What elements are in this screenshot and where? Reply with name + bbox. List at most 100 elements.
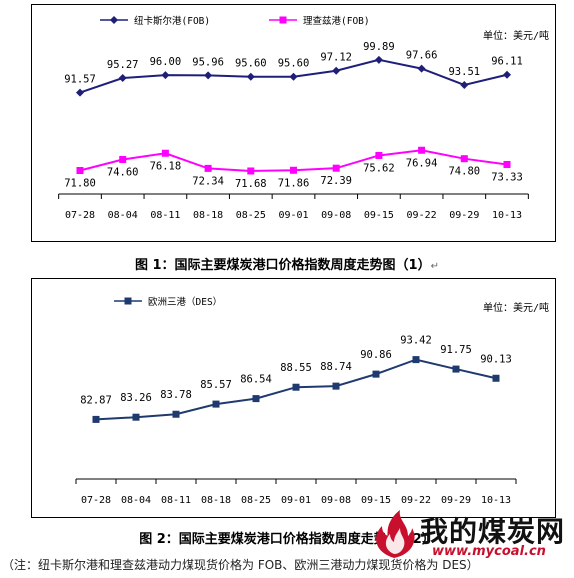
x-tick-label: 08-25: [241, 495, 271, 506]
chart-2-caption: 图 2：国际主要煤炭港口价格指数周度走势图（2）: [139, 532, 435, 547]
data-point: [172, 410, 180, 418]
x-tick-label: 09-22: [407, 210, 437, 221]
data-label: 97.66: [406, 50, 438, 62]
legend-marker: [110, 16, 118, 24]
data-point: [92, 415, 100, 423]
data-label: 93.51: [448, 66, 480, 78]
data-point: [161, 149, 169, 157]
data-point: [492, 374, 500, 382]
data-point: [374, 55, 383, 64]
data-point: [503, 70, 511, 79]
legend-label: 理查兹港(FOB): [303, 15, 370, 27]
x-tick-label: 08-04: [121, 495, 151, 506]
data-point: [332, 164, 340, 172]
data-point: [204, 71, 213, 80]
data-point: [118, 74, 127, 83]
unit-label: 单位：美元/吨: [483, 301, 549, 314]
data-point: [460, 80, 469, 89]
x-tick-label: 09-22: [401, 495, 431, 506]
data-label: 71.80: [64, 178, 96, 190]
chart-1-caption: 图 1：国际主要煤炭港口价格指数周度走势图（1）↵: [134, 258, 439, 273]
data-label: 74.60: [107, 166, 139, 178]
data-point: [204, 164, 212, 172]
x-tick-label: 07-28: [81, 495, 111, 506]
watermark-url: www.mycoal.cn: [432, 544, 546, 559]
legend-marker: [279, 16, 287, 24]
data-label: 85.57: [200, 379, 232, 391]
x-tick-label: 08-18: [193, 210, 223, 221]
data-label: 96.11: [491, 56, 523, 68]
watermark-logo: 我的煤炭网 www.mycoal.cn: [368, 508, 568, 564]
data-point: [332, 382, 340, 390]
chart-panel-2: 07-28 08-04 08-11 08-18 08-25 09-01 09-08 09-15…: [31, 278, 556, 518]
unit-label: 单位：美元/吨: [483, 29, 549, 42]
watermark-title: 我的煤炭网: [420, 515, 566, 548]
flame-icon: [376, 510, 415, 558]
chart-2-svg: 07-28 08-04 08-11 08-18 08-25 09-01 09-08 09-15…: [75, 296, 549, 506]
data-label: 93.42: [400, 335, 432, 347]
data-label: 99.89: [363, 41, 395, 53]
data-label: 73.33: [491, 171, 523, 183]
x-tick-label: 08-25: [236, 210, 266, 221]
x-tick-label: 09-29: [441, 495, 471, 506]
data-point: [289, 72, 298, 81]
x-tick-label: 09-08: [321, 210, 351, 221]
data-point: [212, 400, 220, 408]
data-point: [332, 66, 341, 75]
data-point: [292, 383, 300, 391]
data-point: [76, 88, 84, 97]
x-tick-label: 08-04: [108, 210, 138, 221]
data-point: [76, 167, 84, 175]
x-tick-label: 08-18: [201, 495, 231, 506]
data-label: 95.60: [235, 58, 267, 70]
data-label: 72.39: [320, 175, 352, 187]
data-point: [460, 155, 468, 163]
data-label: 76.94: [406, 157, 438, 169]
x-tick-label: 10-13: [481, 495, 511, 506]
data-label: 75.62: [363, 162, 395, 174]
data-label: 86.54: [240, 374, 272, 386]
x-tick-label: 09-15: [361, 495, 391, 506]
chart-panel-1: 07-28 08-04 08-11 08-18 08-25 09-01 09-08 09-15…: [31, 4, 556, 242]
footnote: （注：纽卡斯尔港和理查兹港动力煤现货价格为 FOB、欧洲三港动力煤现货价格为 D…: [2, 558, 479, 572]
data-label: 83.78: [160, 389, 192, 401]
x-tick-label: 08-11: [161, 495, 191, 506]
data-point: [252, 395, 260, 403]
data-point: [372, 370, 380, 378]
data-point: [417, 64, 426, 73]
legend-label: 欧洲三港（DES）: [148, 296, 222, 308]
data-label: 82.87: [80, 394, 112, 406]
data-label: 95.96: [192, 56, 224, 68]
x-tick-label: 07-28: [65, 210, 95, 221]
x-tick-label: 09-15: [364, 210, 394, 221]
data-point: [132, 413, 140, 421]
data-point: [412, 356, 420, 364]
data-label: 95.27: [107, 59, 139, 71]
legend-marker: [124, 297, 132, 305]
x-tick-label: 09-29: [449, 210, 479, 221]
data-label: 88.74: [320, 361, 352, 373]
data-label: 91.57: [64, 74, 96, 86]
data-label: 96.00: [150, 56, 182, 68]
data-label: 97.12: [320, 52, 352, 64]
data-point: [247, 167, 255, 175]
legend-label: 纽卡斯尔港(FOB): [134, 15, 210, 27]
data-point: [290, 166, 297, 174]
x-tick-label: 09-08: [321, 495, 351, 506]
data-label: 72.34: [192, 175, 224, 187]
data-point: [375, 151, 383, 159]
data-label: 95.60: [278, 58, 310, 70]
data-point: [503, 160, 511, 168]
x-tick-label: 08-11: [150, 210, 180, 221]
data-label: 74.80: [448, 166, 480, 178]
data-label: 90.13: [480, 353, 512, 365]
data-label: 71.86: [278, 177, 310, 189]
data-label: 90.86: [360, 349, 392, 361]
data-point: [119, 155, 127, 163]
data-point: [161, 71, 170, 80]
data-label: 83.26: [120, 392, 152, 404]
x-tick-label: 09-01: [278, 210, 308, 221]
x-tick-label: 10-13: [492, 210, 522, 221]
data-label: 76.18: [150, 160, 182, 172]
chart-1-svg: 07-28 08-04 08-11 08-18 08-25 09-01 09-08 09-15…: [58, 15, 549, 221]
